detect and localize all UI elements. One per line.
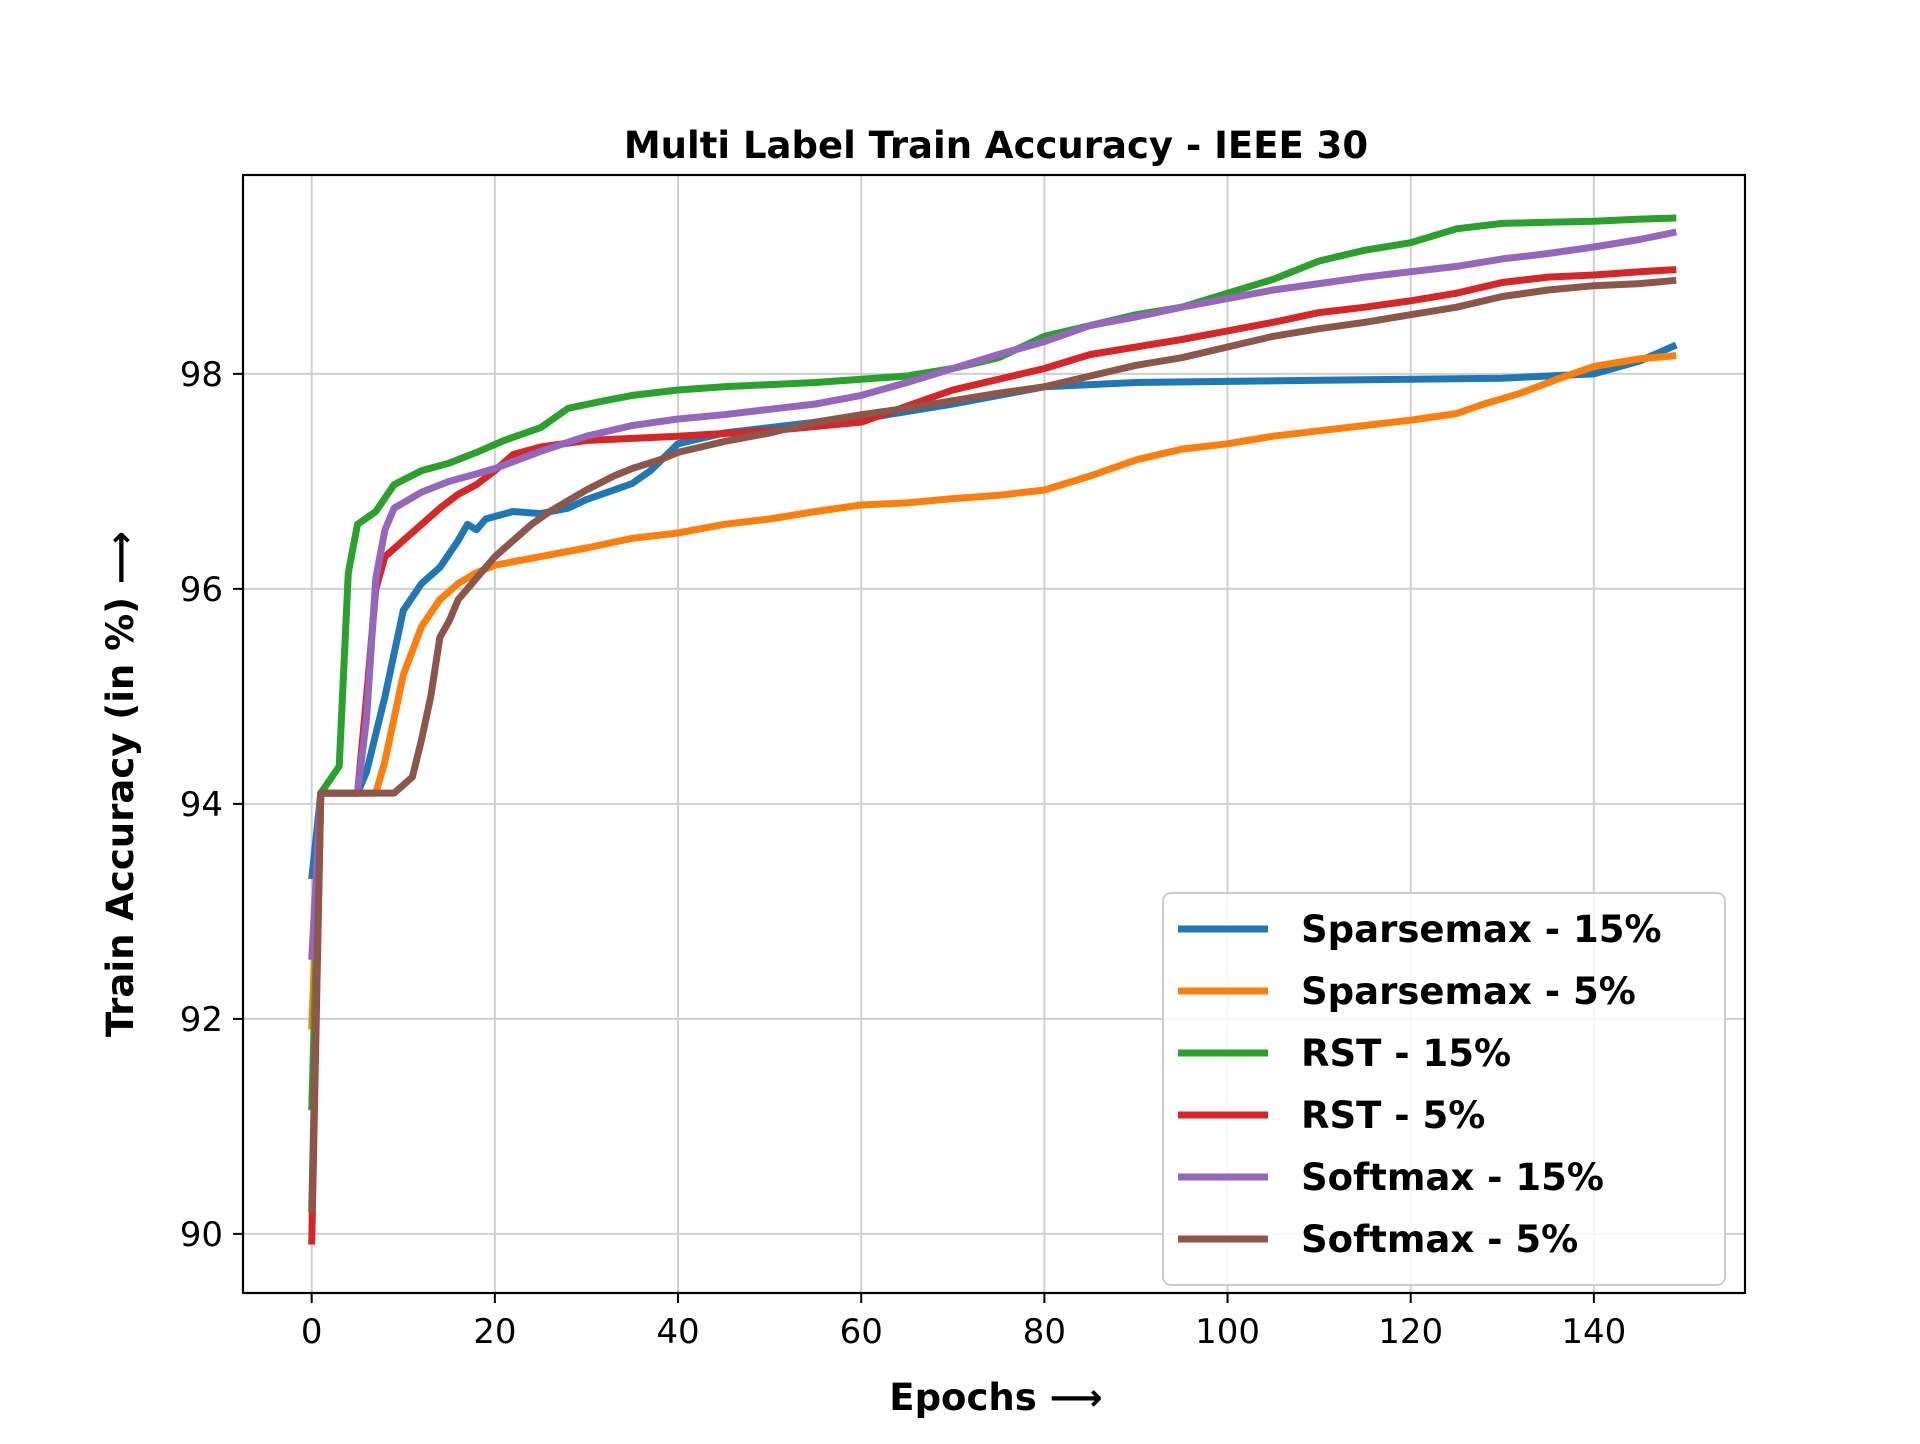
x-tick-label: 0 xyxy=(301,1312,323,1352)
legend-label: Sparsemax - 5% xyxy=(1301,970,1636,1013)
x-tick-label: 80 xyxy=(1023,1312,1066,1352)
x-tick-label: 40 xyxy=(656,1312,699,1352)
legend-label: Softmax - 5% xyxy=(1301,1218,1578,1261)
plot-area-frame xyxy=(241,173,1747,1295)
y-tick-label: 90 xyxy=(180,1215,223,1255)
x-tick-label: 20 xyxy=(473,1312,516,1352)
series-line-2 xyxy=(308,352,1677,1030)
legend-box xyxy=(1162,892,1726,1286)
series-line-5 xyxy=(308,228,1678,960)
y-tick-label: 96 xyxy=(180,570,223,610)
y-axis-label: Train Accuracy (in %) ⟶ xyxy=(99,531,142,1037)
legend: Sparsemax - 15% Sparsemax - 5% RST - 15% RS… xyxy=(1162,892,1726,1286)
x-tick-label: 120 xyxy=(1378,1312,1443,1352)
legend-label: RST - 15% xyxy=(1301,1032,1511,1075)
y-tick-label: 92 xyxy=(180,1000,223,1040)
series-line-3 xyxy=(308,214,1677,1111)
tick-layer: 0 20 40 60 80 100 120 140 90 92 94 96 98 xyxy=(180,355,1627,1352)
legend-label: Softmax - 15% xyxy=(1301,1156,1604,1199)
legend-label: RST - 5% xyxy=(1301,1094,1485,1137)
x-tick-label: 100 xyxy=(1195,1312,1260,1352)
x-tick-label: 60 xyxy=(840,1312,883,1352)
series-line-1 xyxy=(308,341,1678,880)
series-layer xyxy=(308,214,1678,1245)
x-axis-label: Epochs ⟶ xyxy=(889,1376,1102,1419)
chart-title: Multi Label Train Accuracy - IEEE 30 xyxy=(624,124,1368,167)
y-tick-label: 98 xyxy=(180,355,223,395)
series-line-6 xyxy=(308,276,1677,1213)
y-tick-label: 94 xyxy=(180,785,223,825)
legend-label: Sparsemax - 15% xyxy=(1301,908,1662,951)
x-tick-label: 140 xyxy=(1561,1312,1626,1352)
